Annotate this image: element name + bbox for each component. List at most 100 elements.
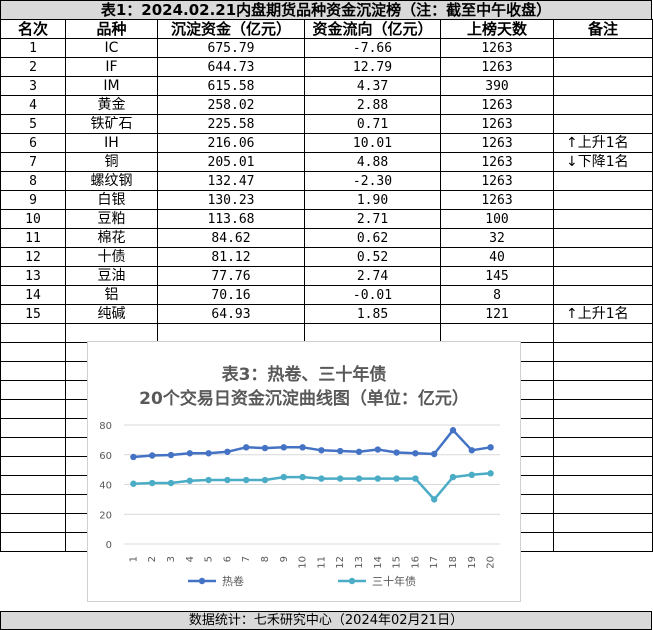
note-cell [553,190,653,210]
empty-cell [0,475,66,495]
x-tick-label: 17 [429,556,440,569]
days-cell: 1263 [440,133,554,153]
x-tick-label: 11 [316,556,327,569]
deposit-cell: 615.58 [157,76,305,96]
x-tick-label: 1 [128,556,139,562]
y-tick-label: 80 [99,421,112,432]
data-point [337,475,344,482]
flow-cell: 4.37 [304,76,441,96]
x-tick-label: 4 [185,556,196,562]
days-cell: 1263 [440,114,554,134]
empty-cell [0,342,66,362]
data-point [243,476,250,484]
note-cell [553,247,653,267]
empty-cell [553,456,653,476]
product-cell: 铜 [65,152,158,172]
data-point [487,444,494,451]
days-cell: 1263 [440,95,554,115]
flow-cell: 2.71 [304,209,441,229]
data-point [280,444,287,451]
empty-cell [0,323,66,343]
deposit-cell: 205.01 [157,152,305,172]
data-point [130,480,137,487]
empty-cell [553,342,653,362]
empty-cell [65,323,158,343]
header-deposit: 沉淀资金（亿元） [157,19,305,39]
header-rank: 名次 [0,19,66,39]
data-point [149,452,156,459]
data-point [412,475,419,482]
empty-cell [0,513,66,533]
header-product: 品种 [65,19,158,39]
table-header-row: 名次 品种 沉淀资金（亿元） 资金流向（亿元） 上榜天数 备注 [0,19,653,39]
x-tick-label: 6 [222,556,233,562]
data-point [374,475,381,482]
note-cell [553,38,653,58]
rank-cell: 2 [0,57,66,77]
deposit-cell: 258.02 [157,95,305,115]
data-point [205,476,212,484]
note-cell [553,266,653,286]
rank-cell: 9 [0,190,66,210]
deposit-cell: 113.68 [157,209,305,229]
flow-cell: 2.88 [304,95,441,115]
data-point [261,476,269,484]
data-point [261,444,269,452]
chart-panel: 表3：热卷、三十年债 20个交易日资金沉淀曲线图（单位：亿元） 0 20 40 60 80 1… [87,341,521,602]
legend-marker [348,577,356,585]
data-point [149,479,156,487]
table-row: 11 棉花 84.62 0.62 32 [0,228,653,248]
empty-row [0,323,653,343]
table-row: 10 豆粕 113.68 2.71 100 [0,209,653,229]
chart-subtitle: 20个交易日资金沉淀曲线图（单位：亿元） [139,388,469,409]
x-tick-label: 20 [486,556,497,569]
days-cell: 1263 [440,38,554,58]
empty-cell [0,361,66,381]
legend-label: 热卷 [222,574,244,588]
y-tick-label: 60 [99,451,112,462]
rank-cell: 1 [0,38,66,58]
product-cell: 螺纹钢 [65,171,158,191]
x-tick-label: 5 [204,556,215,562]
data-point [337,447,344,455]
deposit-cell: 70.16 [157,285,305,305]
rank-cell: 14 [0,285,66,305]
product-cell: IH [65,133,158,153]
data-point [299,444,306,451]
y-tick-label: 20 [99,510,112,521]
note-cell [553,209,653,229]
days-cell: 390 [440,76,554,96]
table-row: 15 纯碱 64.93 1.85 121 ↑上升1名 [0,304,653,324]
flow-cell: 1.85 [304,304,441,324]
flow-cell: 12.79 [304,57,441,77]
table-row: 3 IM 615.58 4.37 390 [0,76,653,96]
rank-cell: 15 [0,304,66,324]
data-source-footer: 数据统计：七禾研究中心（2024年02月21日） [0,611,652,630]
rank-cell: 12 [0,247,66,267]
flow-cell: 1.90 [304,190,441,210]
empty-cell [553,532,653,552]
product-cell: IF [65,57,158,77]
y-tick-label: 0 [106,540,112,551]
data-point [431,450,438,458]
product-cell: 十债 [65,247,158,267]
note-cell [553,171,653,191]
deposit-cell: 644.73 [157,57,305,77]
flow-cell: 4.88 [304,152,441,172]
product-cell: 黄金 [65,95,158,115]
data-point [393,475,400,482]
table-row: 6 IH 216.06 10.01 1263 ↑上升1名 [0,133,653,153]
deposit-cell: 77.76 [157,266,305,286]
note-cell [553,228,653,248]
table-row: 5 铁矿石 225.58 0.71 1263 [0,114,653,134]
data-point [186,450,193,457]
table-row: 8 螺纹钢 132.47 -2.30 1263 [0,171,653,191]
data-point [224,448,231,455]
table-row: 7 铜 205.01 4.88 1263 ↓下降1名 [0,152,653,172]
product-cell: IM [65,76,158,96]
data-point [355,448,363,455]
days-cell: 32 [440,228,554,248]
data-point [167,479,175,487]
empty-cell [157,323,305,343]
flow-cell: 0.71 [304,114,441,134]
